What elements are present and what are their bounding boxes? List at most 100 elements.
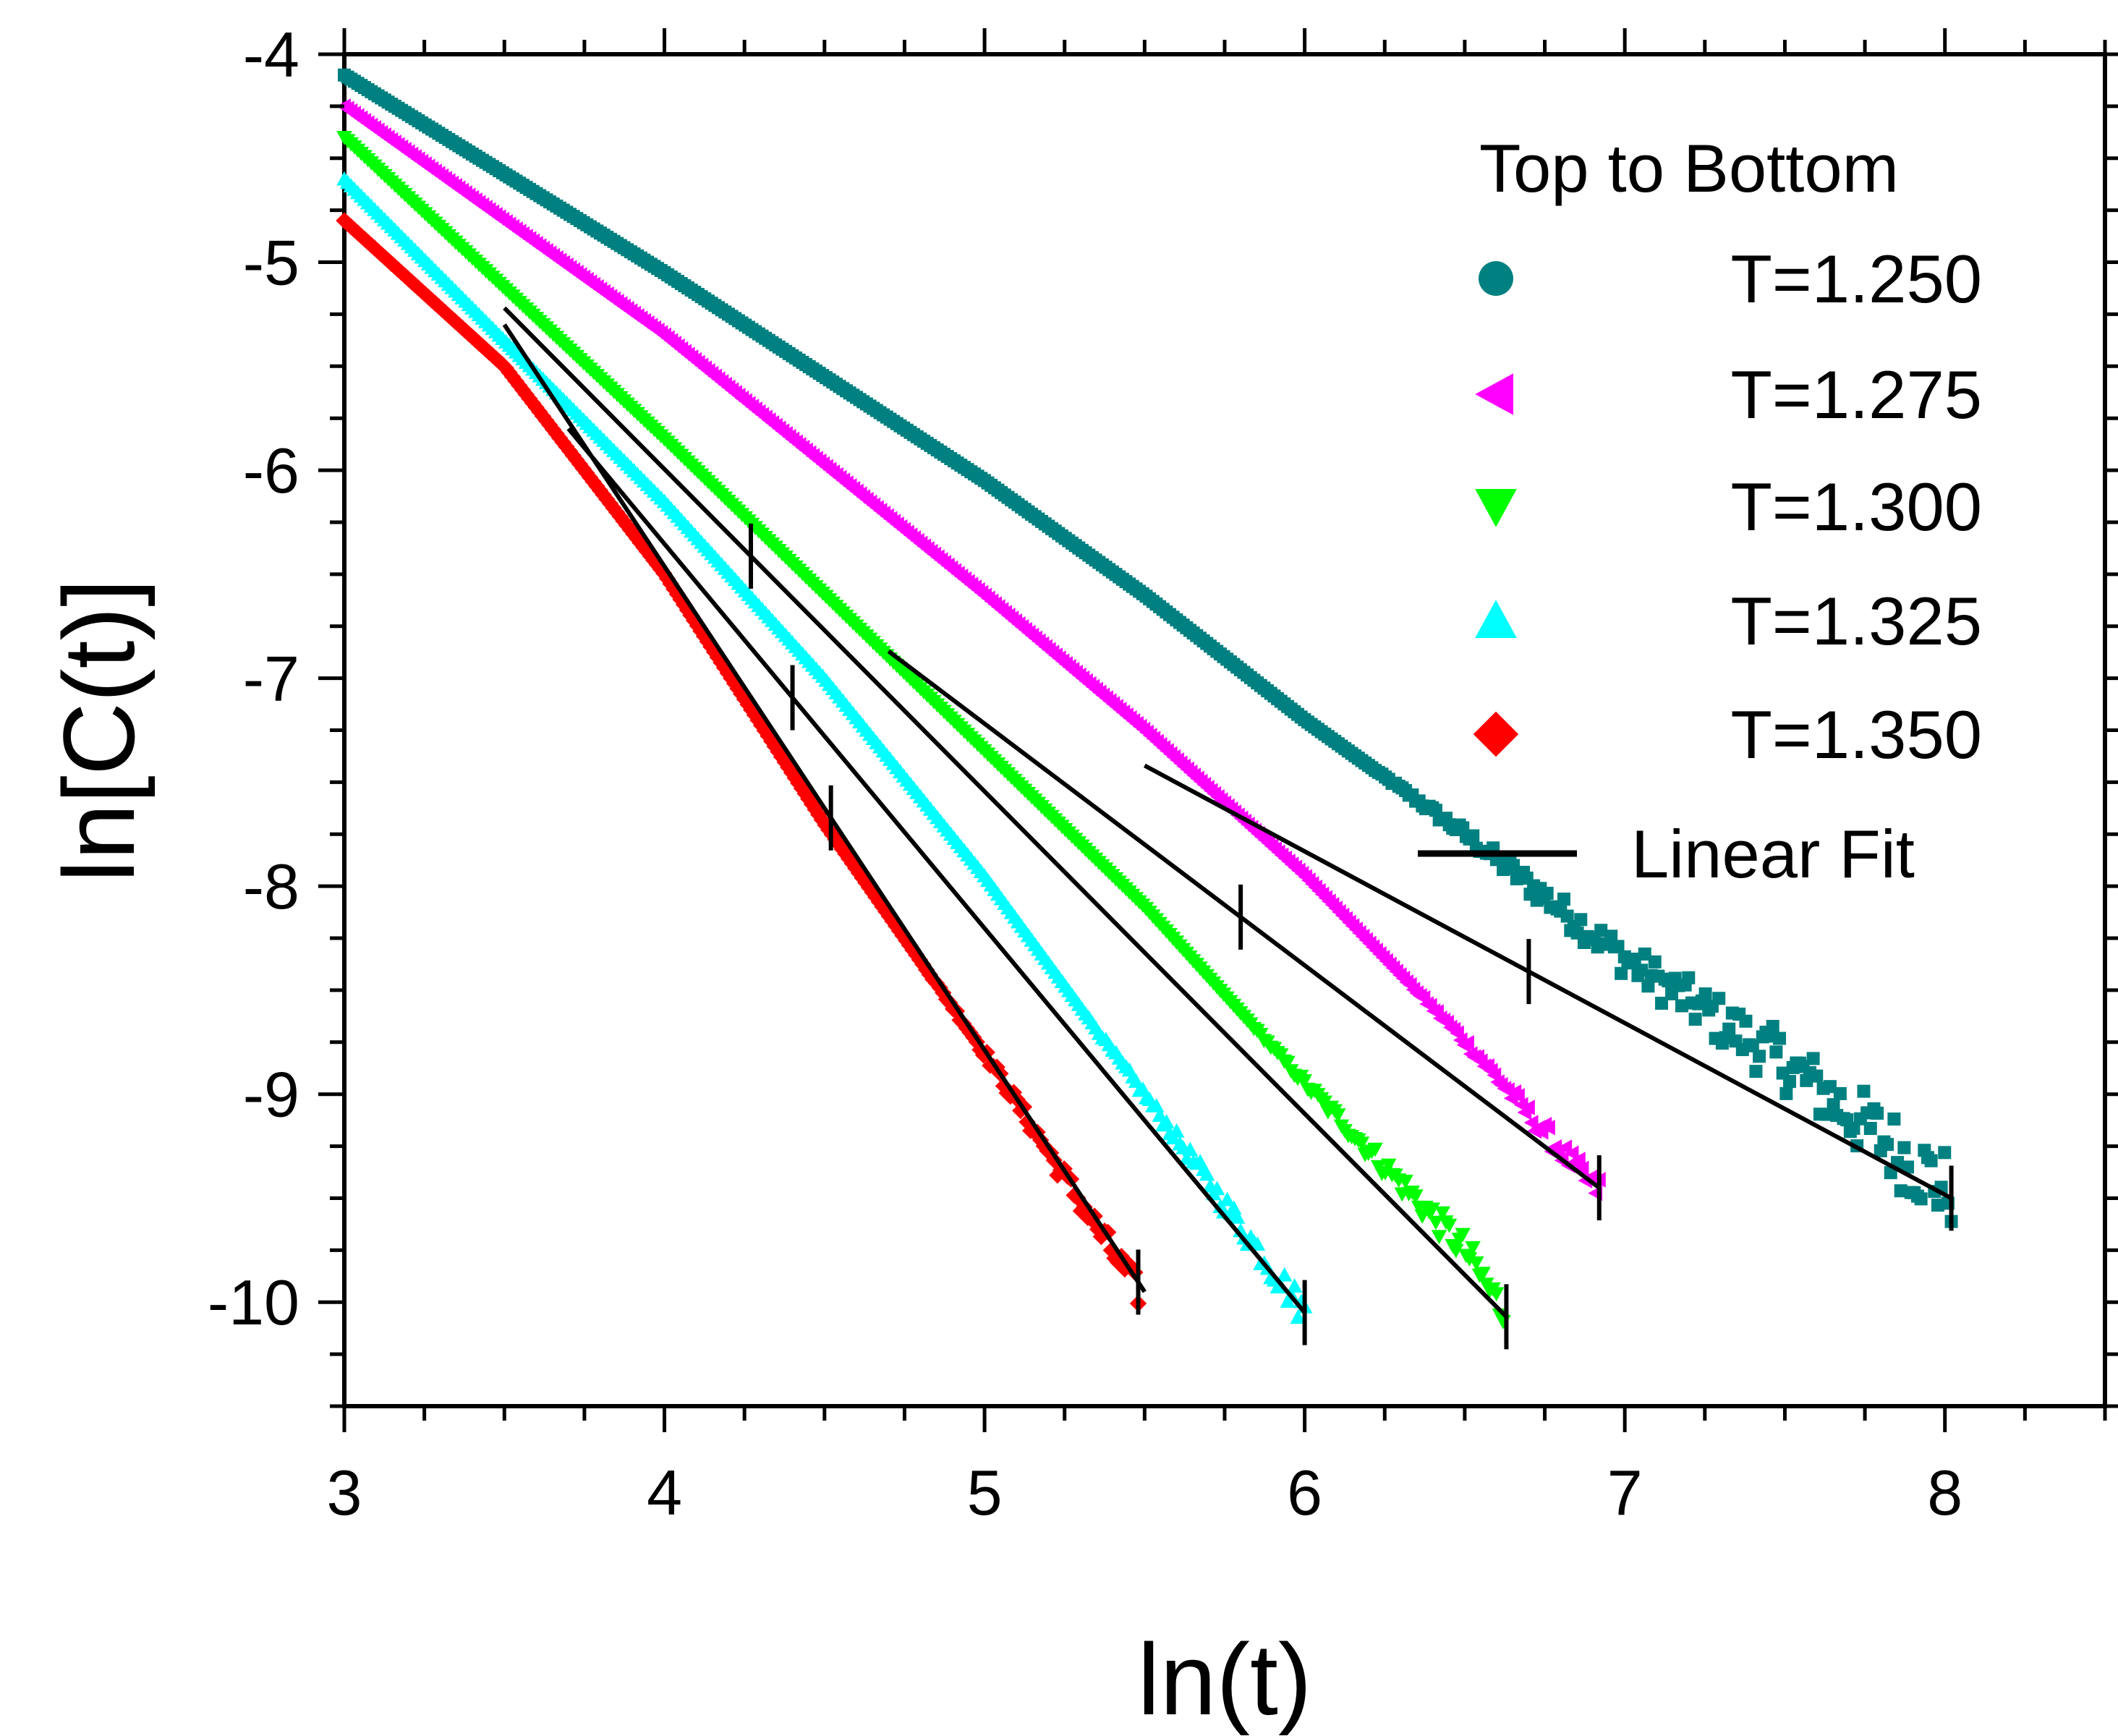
data-point xyxy=(1810,1069,1824,1083)
data-point xyxy=(803,796,821,813)
data-point xyxy=(1881,1138,1894,1152)
data-point xyxy=(1688,1013,1702,1026)
legend-label: T=1.300 xyxy=(1730,469,1982,545)
data-point xyxy=(931,979,948,997)
legend-entries: T=1.250 T=1.275 T=1.300 T=1.325 T=1.350 xyxy=(1473,241,1982,773)
data-point xyxy=(1296,1074,1313,1089)
data-point xyxy=(1611,940,1625,953)
data-point xyxy=(971,1041,989,1059)
data-point xyxy=(1635,963,1649,977)
data-point xyxy=(1398,1175,1413,1189)
data-point xyxy=(1428,1215,1444,1230)
data-point xyxy=(1507,859,1521,872)
data-point xyxy=(1199,1166,1215,1181)
legend-marker xyxy=(1475,600,1517,638)
legend-label: T=1.275 xyxy=(1730,357,1982,433)
data-point xyxy=(1540,886,1554,900)
fit-lines xyxy=(502,306,1952,1319)
data-point xyxy=(756,722,774,739)
data-point xyxy=(1887,1112,1901,1126)
fit-line-T=1.300 xyxy=(503,306,1508,1319)
series-T=1.250 xyxy=(338,68,1958,1228)
data-point xyxy=(1092,1227,1110,1246)
x-tick-label: 6 xyxy=(1287,1457,1322,1528)
data-point xyxy=(692,622,710,640)
y-axis-label: ln[C(t)] xyxy=(42,579,156,882)
data-point xyxy=(1901,1160,1915,1174)
data-point xyxy=(1353,1136,1370,1152)
data-point xyxy=(1465,1241,1481,1256)
data-point xyxy=(658,570,676,587)
series-T=1.275 xyxy=(336,98,1606,1201)
legend-entry: T=1.250 xyxy=(1479,241,1982,317)
x-tick-label: 7 xyxy=(1607,1457,1643,1528)
data-point xyxy=(1570,1152,1586,1167)
data-point xyxy=(1557,893,1570,906)
data-point xyxy=(1249,1236,1266,1251)
data-point xyxy=(1441,1218,1458,1233)
data-point xyxy=(1468,1256,1484,1271)
data-point xyxy=(1455,1227,1471,1243)
fit-line-T=1.275 xyxy=(887,649,1601,1190)
legend-marker xyxy=(1479,261,1513,296)
data-point xyxy=(1475,1267,1491,1282)
data-point xyxy=(1574,913,1588,927)
data-markers xyxy=(336,68,1958,1329)
data-point xyxy=(752,717,770,734)
legend-marker xyxy=(1475,373,1513,415)
y-tick-label: -9 xyxy=(243,1059,299,1131)
data-point xyxy=(1461,1252,1478,1267)
data-point xyxy=(800,790,817,808)
legend-marker xyxy=(1475,489,1517,527)
data-point xyxy=(1749,1065,1763,1078)
data-point xyxy=(1826,1098,1840,1112)
data-point xyxy=(1682,971,1696,984)
data-point xyxy=(941,994,958,1012)
data-point xyxy=(796,785,814,802)
data-point xyxy=(1032,1131,1050,1149)
data-point xyxy=(729,680,747,697)
data-point xyxy=(1448,1243,1464,1259)
data-point xyxy=(705,643,723,661)
data-point xyxy=(679,601,697,619)
data-point xyxy=(1914,1192,1928,1206)
series-T=1.350 xyxy=(336,212,1147,1312)
data-point xyxy=(776,754,794,771)
data-point xyxy=(1434,1206,1450,1221)
data-point xyxy=(1431,1230,1447,1245)
y-tick-label: -5 xyxy=(243,227,299,299)
x-axis-label: ln(t) xyxy=(1137,1622,1311,1736)
data-point xyxy=(1460,1034,1474,1051)
data-point xyxy=(1116,1260,1134,1278)
data-point xyxy=(1424,1202,1441,1217)
data-point xyxy=(1924,1154,1938,1167)
y-tick-label: -8 xyxy=(243,851,299,922)
data-point xyxy=(1076,1198,1093,1216)
data-point xyxy=(813,811,831,829)
data-point xyxy=(1897,1141,1911,1154)
axis-ticks xyxy=(318,28,2118,1432)
data-point xyxy=(1833,1086,1847,1100)
data-point xyxy=(1823,1080,1837,1094)
data-point xyxy=(790,775,807,792)
legend-label: T=1.350 xyxy=(1730,697,1982,773)
data-point xyxy=(733,685,750,703)
data-point xyxy=(935,984,952,1002)
data-point xyxy=(702,638,720,655)
data-point xyxy=(1722,1022,1736,1036)
data-point xyxy=(1045,1152,1063,1169)
data-point xyxy=(1779,1086,1793,1100)
data-point xyxy=(662,575,679,592)
fit-range-ticks xyxy=(749,523,1954,1350)
data-point xyxy=(1712,992,1726,1005)
data-point xyxy=(1641,979,1655,993)
data-point xyxy=(1638,947,1651,961)
data-point xyxy=(668,585,686,603)
fit-line-T=1.250 xyxy=(1143,763,1952,1201)
data-point xyxy=(672,591,689,608)
data-point xyxy=(1675,999,1688,1013)
data-point xyxy=(1280,1055,1296,1071)
data-point xyxy=(1049,1167,1066,1184)
data-point xyxy=(1769,1045,1783,1059)
data-point xyxy=(1219,1191,1236,1207)
